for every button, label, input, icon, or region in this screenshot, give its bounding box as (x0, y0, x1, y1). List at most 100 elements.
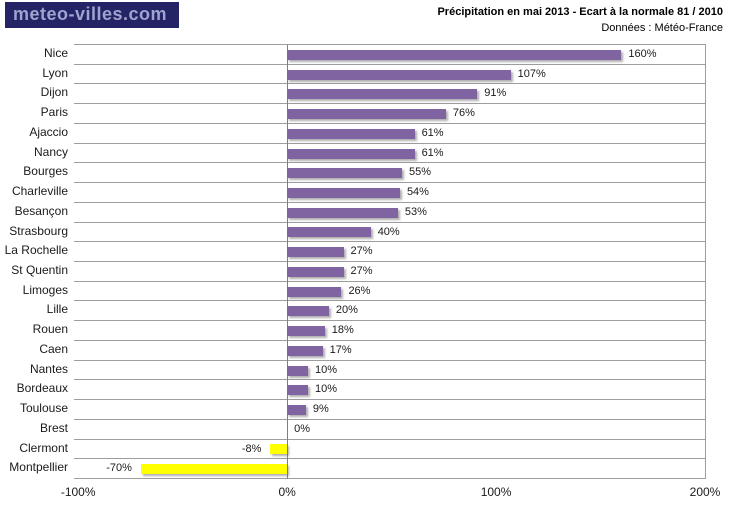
category-label-lille: Lille (46, 302, 68, 317)
bar-value-label: 27% (350, 265, 373, 277)
bar-value-label: 0% (294, 422, 311, 435)
bar-nancy (287, 148, 415, 159)
bar-nice (287, 49, 622, 60)
bar-value-label: 26% (348, 284, 371, 297)
category-label-strasbourg: Strasbourg (9, 223, 68, 238)
bar-value-label: 53% (404, 205, 427, 218)
bar-value-label: 76% (452, 107, 475, 120)
chart-subtitle: Données : Météo-France (601, 22, 723, 34)
meteo-villes-logo-text: meteo-villes.com (13, 3, 168, 24)
category-label-clermont: Clermont (19, 440, 68, 455)
bar-value-label: 40% (377, 225, 400, 238)
bar-value-label: 107% (517, 67, 546, 80)
gridline (74, 340, 705, 341)
gridline (74, 458, 705, 459)
gridline (74, 222, 705, 223)
bar-charleville (287, 187, 400, 198)
bar-montpellier (140, 464, 288, 475)
bar-value-label: 17% (329, 343, 352, 356)
bar-la-rochelle (287, 247, 344, 258)
category-label-brest: Brest (39, 420, 68, 435)
bar-value-label: 61% (421, 146, 444, 159)
category-label-bourges: Bourges (23, 164, 68, 179)
x-tick-label: 200% (689, 485, 721, 499)
bar-paris (287, 109, 446, 120)
bar-lyon (287, 69, 511, 80)
bar-value-label: 18% (331, 324, 354, 337)
gridline (74, 241, 705, 242)
x-tick-label: 0% (278, 485, 296, 499)
gridline (74, 103, 705, 104)
gridline (74, 439, 705, 440)
bar-bordeaux (287, 385, 308, 396)
gridline (74, 123, 705, 124)
x-tick-label: -100% (60, 485, 96, 499)
category-label-besançon: Besançon (14, 203, 68, 218)
gridline (74, 478, 705, 479)
category-label-nancy: Nancy (33, 144, 68, 159)
bar-rouen (287, 326, 325, 337)
bar-lille (287, 306, 329, 317)
bar-value-label: 9% (312, 403, 329, 416)
bar-dijon (287, 89, 478, 100)
gridline (74, 64, 705, 65)
gridline (74, 261, 705, 262)
gridline (74, 182, 705, 183)
category-label-rouen: Rouen (32, 322, 68, 337)
bar-value-label: -8% (241, 442, 262, 455)
bar-ajaccio (287, 128, 415, 139)
category-label-caen: Caen (39, 341, 68, 356)
category-label-st-quentin: St Quentin (11, 263, 68, 277)
category-label-nice: Nice (43, 46, 68, 60)
category-label-charleville: Charleville (11, 184, 68, 199)
bar-strasbourg (287, 227, 371, 238)
category-label-toulouse: Toulouse (19, 401, 68, 416)
bar-value-label: 20% (335, 304, 358, 317)
gridline (74, 281, 705, 282)
chart-title: Précipitation en mai 2013 - Ecart à la n… (437, 6, 723, 18)
bar-value-label: 54% (406, 186, 429, 199)
bar-value-label: 61% (421, 126, 444, 139)
meteo-villes-logo: meteo-villes.com (5, 2, 180, 28)
category-label-dijon: Dijon (40, 85, 68, 100)
gridline (74, 202, 705, 203)
bar-st-quentin (287, 266, 344, 277)
bar-value-label: 10% (315, 383, 338, 396)
category-label-paris: Paris (40, 105, 68, 120)
gridline (74, 320, 705, 321)
bar-value-label: 27% (350, 245, 373, 258)
category-label-nantes: Nantes (29, 361, 68, 376)
bar-value-label: -70% (106, 462, 132, 475)
category-label-ajaccio: Ajaccio (29, 124, 68, 139)
bar-value-label: 91% (484, 87, 507, 100)
gridline (74, 379, 705, 380)
bar-limoges (287, 286, 342, 297)
gridline (74, 419, 705, 420)
gridline (74, 83, 705, 84)
bar-value-label: 55% (409, 166, 432, 179)
category-axis-labels: Nice Lyon Dijon Paris Ajaccio Nancy Bourges Cha… (0, 44, 68, 478)
category-label-limoges: Limoges (22, 282, 68, 297)
bar-nantes (287, 365, 308, 376)
x-tick-label: 100% (480, 485, 512, 499)
bar-toulouse (287, 404, 306, 415)
category-label-la-rochelle: La Rochelle (4, 243, 68, 258)
gridline (74, 399, 705, 400)
bar-value-label: 10% (315, 363, 338, 376)
category-label-lyon: Lyon (42, 65, 68, 80)
gridline (74, 300, 705, 301)
category-label-montpellier: Montpellier (9, 460, 68, 475)
category-label-bordeaux: Bordeaux (16, 381, 68, 396)
bar-besançon (287, 207, 398, 218)
gridline (74, 162, 705, 163)
gridline (74, 143, 705, 144)
bar-clermont (270, 444, 288, 455)
gridline (74, 360, 705, 361)
zero-axis-line (287, 45, 288, 479)
bar-bourges (287, 168, 403, 179)
chart-header: Précipitation en mai 2013 - Ecart à la n… (437, 6, 723, 34)
bar-value-label: 160% (628, 48, 657, 60)
plot-area: 160% 107% 91% 76% 61% 61% 55% 54% 53% 40% 27% 27% 26… (74, 44, 706, 479)
bar-caen (287, 345, 323, 356)
